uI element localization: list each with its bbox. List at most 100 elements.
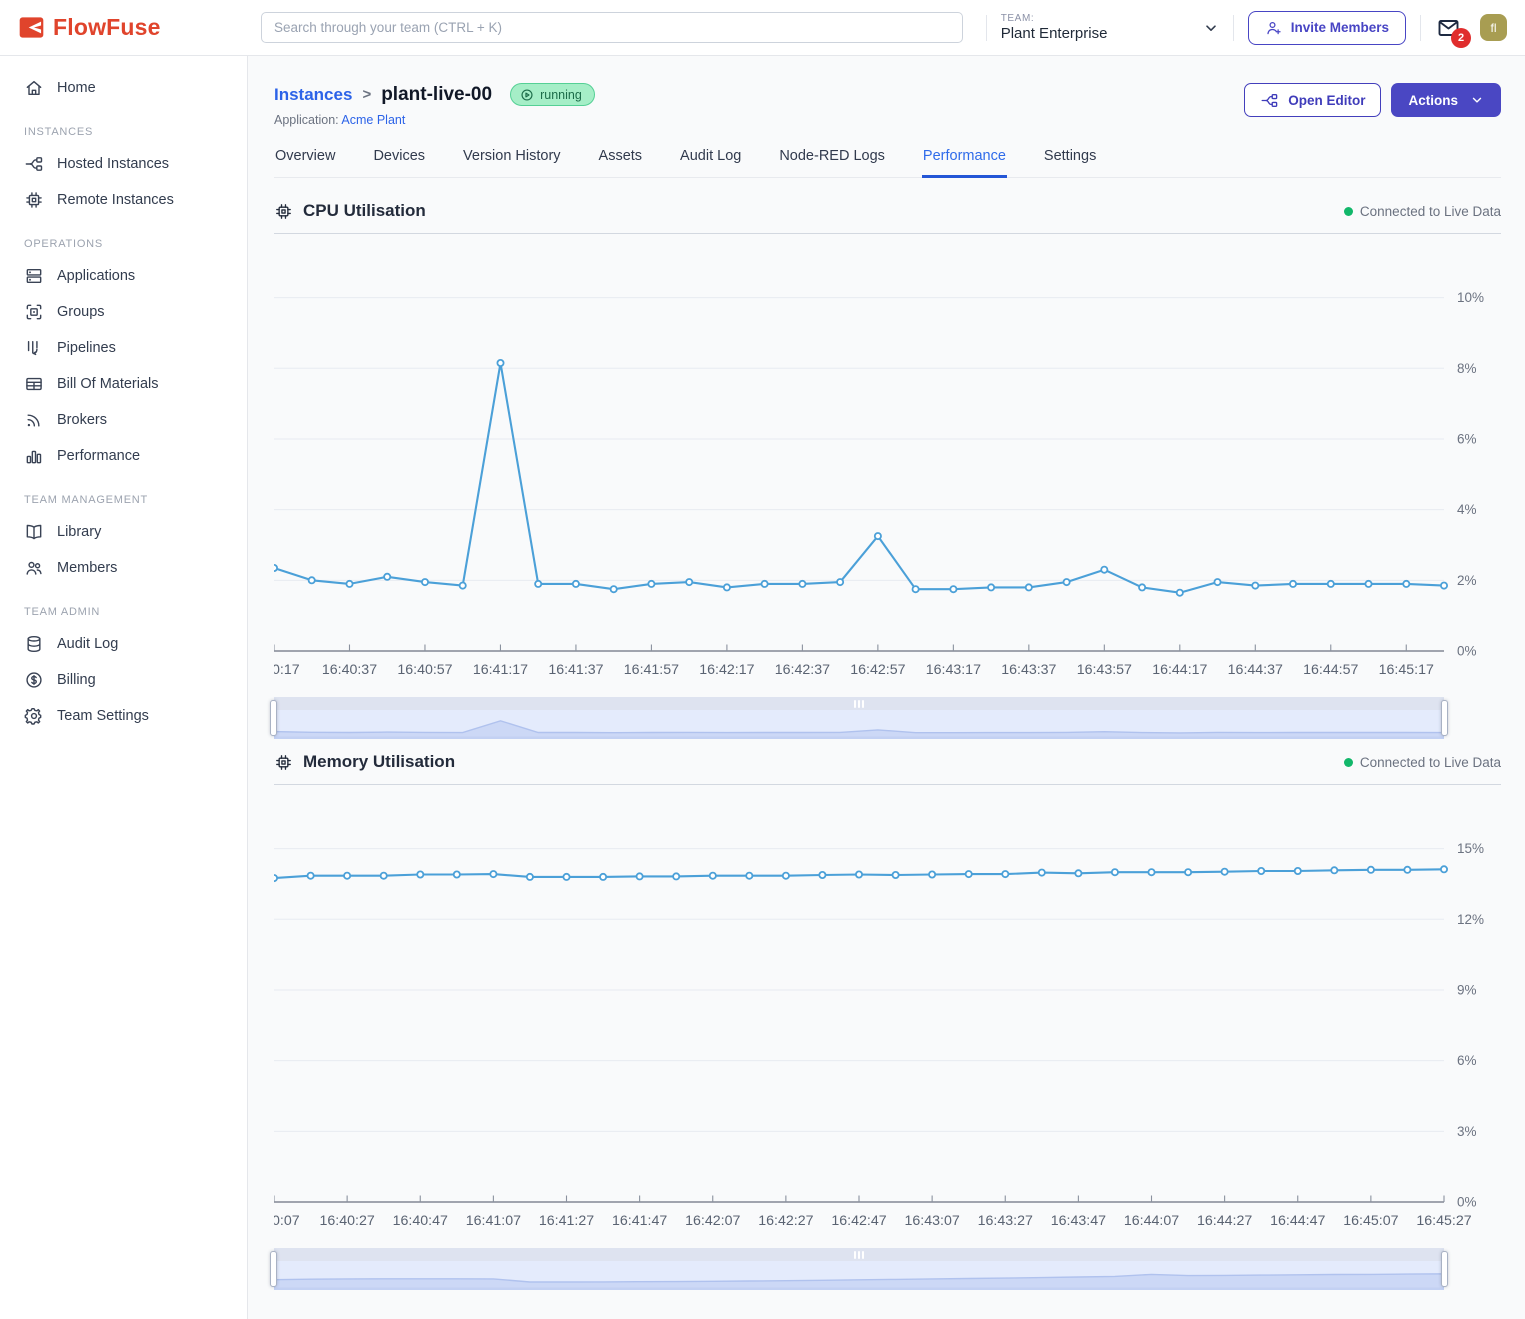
invite-members-button[interactable]: Invite Members: [1248, 11, 1406, 45]
svg-text:16:41:27: 16:41:27: [539, 1213, 594, 1229]
team-name: Plant Enterprise: [1001, 25, 1108, 42]
sidebar-item-groups[interactable]: Groups: [0, 294, 247, 330]
svg-text:16:44:47: 16:44:47: [1270, 1213, 1325, 1229]
memory-navigator-right-handle[interactable]: [1441, 1251, 1448, 1287]
svg-text:16:43:57: 16:43:57: [1077, 662, 1132, 678]
divider: [1420, 15, 1421, 41]
svg-text:16:44:17: 16:44:17: [1152, 662, 1207, 678]
svg-text:16:44:37: 16:44:37: [1228, 662, 1283, 678]
sidebar-item-members[interactable]: Members: [0, 550, 247, 586]
svg-text:16:41:07: 16:41:07: [466, 1213, 521, 1229]
drag-grip-icon: [854, 700, 864, 708]
svg-text:15%: 15%: [1457, 841, 1484, 856]
svg-text:16:41:17: 16:41:17: [473, 662, 528, 678]
sidebar-item-team-settings[interactable]: Team Settings: [0, 698, 247, 734]
brand-name: FlowFuse: [53, 14, 161, 41]
svg-text:3%: 3%: [1457, 1124, 1477, 1139]
tab-node-red-logs[interactable]: Node-RED Logs: [778, 142, 886, 177]
svg-text:6%: 6%: [1457, 1053, 1477, 1068]
sidebar-item-remote-instances[interactable]: Remote Instances: [0, 182, 247, 218]
svg-text:9%: 9%: [1457, 982, 1477, 997]
chevron-down-icon: [1203, 20, 1219, 36]
tab-audit-log[interactable]: Audit Log: [679, 142, 742, 177]
sidebar-item-bill-of-materials[interactable]: Bill Of Materials: [0, 366, 247, 402]
tab-overview[interactable]: Overview: [274, 142, 336, 177]
cpu-chip-icon: [274, 202, 293, 221]
pipelines-icon: [24, 338, 44, 358]
sidebar: HomeINSTANCESHosted InstancesRemote Inst…: [0, 56, 248, 1319]
tab-assets[interactable]: Assets: [598, 142, 644, 177]
cpu-chart-navigator[interactable]: [274, 697, 1444, 739]
sidebar-item-label: Home: [57, 80, 96, 96]
team-selector[interactable]: TEAM: Plant Enterprise: [1001, 13, 1219, 42]
brokers-icon: [24, 410, 44, 430]
svg-text:10%: 10%: [1457, 290, 1484, 305]
cpu-navigator-handle-bar[interactable]: [274, 697, 1444, 710]
memory-navigator-preview[interactable]: [274, 1261, 1444, 1290]
groups-icon: [24, 302, 44, 322]
bill-of-materials-icon: [24, 374, 44, 394]
memory-chart-navigator[interactable]: [274, 1248, 1444, 1290]
instance-name: plant-live-00: [381, 84, 492, 106]
breadcrumb-separator: >: [362, 86, 371, 103]
cpu-utilisation-section: CPU Utilisation Connected to Live Data 0…: [274, 201, 1501, 739]
sidebar-section-heading: TEAM MANAGEMENT: [0, 474, 247, 514]
application-link[interactable]: Acme Plant: [341, 113, 405, 127]
actions-button[interactable]: Actions: [1391, 83, 1501, 117]
svg-text:16:44:57: 16:44:57: [1303, 662, 1358, 678]
members-icon: [24, 558, 44, 578]
svg-text:16:42:47: 16:42:47: [831, 1213, 886, 1229]
actions-label: Actions: [1408, 93, 1458, 108]
sidebar-item-billing[interactable]: Billing: [0, 662, 247, 698]
cpu-navigator-left-handle[interactable]: [270, 700, 277, 736]
svg-text:16:45:07: 16:45:07: [1343, 1213, 1398, 1229]
sidebar-item-hosted-instances[interactable]: Hosted Instances: [0, 146, 247, 182]
sidebar-item-pipelines[interactable]: Pipelines: [0, 330, 247, 366]
svg-text:16:43:17: 16:43:17: [926, 662, 981, 678]
tab-version-history[interactable]: Version History: [462, 142, 562, 177]
memory-navigator-left-handle[interactable]: [270, 1251, 277, 1287]
svg-text:16:45:27: 16:45:27: [1416, 1213, 1471, 1229]
breadcrumb-instances-link[interactable]: Instances: [274, 85, 352, 105]
avatar[interactable]: fl: [1480, 14, 1507, 41]
svg-text:6%: 6%: [1457, 431, 1477, 446]
live-dot-icon: [1344, 758, 1353, 767]
sidebar-item-audit-log[interactable]: Audit Log: [0, 626, 247, 662]
main-content: Instances > plant-live-00 running Applic…: [248, 56, 1525, 1319]
svg-text:16:40:27: 16:40:27: [320, 1213, 375, 1229]
library-icon: [24, 522, 44, 542]
sidebar-item-brokers[interactable]: Brokers: [0, 402, 247, 438]
tab-performance[interactable]: Performance: [922, 142, 1007, 177]
live-dot-icon: [1344, 207, 1353, 216]
tab-settings[interactable]: Settings: [1043, 142, 1097, 177]
sidebar-item-home[interactable]: Home: [0, 70, 247, 106]
person-plus-icon: [1265, 19, 1283, 37]
memory-title-label: Memory Utilisation: [303, 752, 455, 772]
sidebar-item-label: Brokers: [57, 412, 107, 428]
tab-devices[interactable]: Devices: [372, 142, 426, 177]
svg-text:0:07: 0:07: [274, 1213, 300, 1229]
divider: [986, 15, 987, 41]
svg-text:16:42:37: 16:42:37: [775, 662, 830, 678]
cpu-navigator-preview[interactable]: [274, 710, 1444, 739]
remote-instances-icon: [24, 190, 44, 210]
drag-grip-icon: [854, 1251, 864, 1259]
status-badge: running: [510, 83, 595, 106]
instance-tabs: Overview Devices Version History Assets Audi…: [274, 142, 1501, 178]
notifications-button[interactable]: 2: [1435, 16, 1462, 40]
memory-navigator-handle-bar[interactable]: [274, 1248, 1444, 1261]
memory-utilisation-section: Memory Utilisation Connected to Live Dat…: [274, 752, 1501, 1290]
sidebar-item-label: Groups: [57, 304, 105, 320]
sidebar-item-performance[interactable]: Performance: [0, 438, 247, 474]
flowfuse-logo[interactable]: FlowFuse: [0, 14, 248, 41]
cpu-live-status: Connected to Live Data: [1344, 204, 1501, 219]
open-editor-button[interactable]: Open Editor: [1244, 83, 1381, 117]
search-input[interactable]: [261, 12, 963, 43]
sidebar-item-library[interactable]: Library: [0, 514, 247, 550]
cpu-navigator-right-handle[interactable]: [1441, 700, 1448, 736]
svg-text:16:40:37: 16:40:37: [322, 662, 377, 678]
svg-text:16:42:27: 16:42:27: [758, 1213, 813, 1229]
sidebar-item-label: Audit Log: [57, 636, 118, 652]
home-icon: [24, 78, 44, 98]
sidebar-item-applications[interactable]: Applications: [0, 258, 247, 294]
